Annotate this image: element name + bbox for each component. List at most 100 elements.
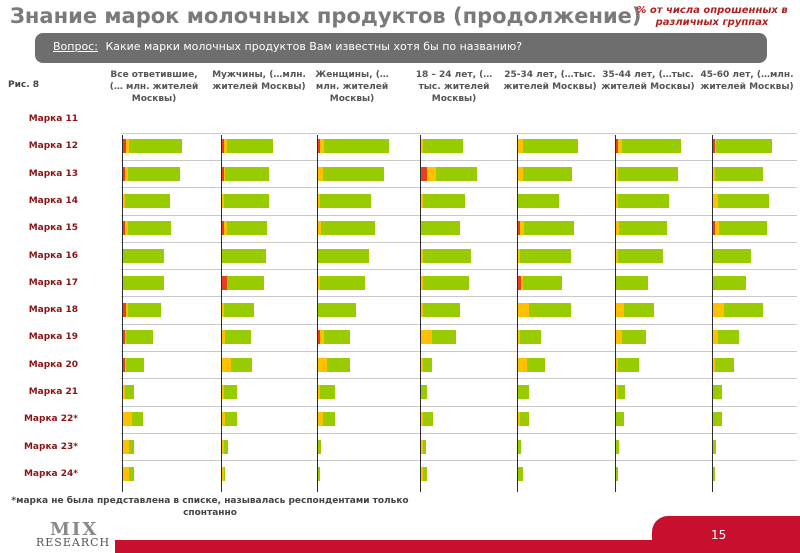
bar-segment-yellow xyxy=(318,221,321,236)
row-label-16: Марка 16 xyxy=(28,250,78,261)
bar-segment-yellow xyxy=(421,303,423,318)
bar-segment-green xyxy=(231,357,252,372)
bar-segment-yellow xyxy=(427,166,436,181)
bar-segment-yellow xyxy=(616,385,618,399)
bar-segment-green xyxy=(318,439,321,454)
gridline xyxy=(121,324,797,325)
row-label-17: Марка 17 xyxy=(28,277,78,288)
bar-segment-green xyxy=(124,385,134,399)
bar-segment-green xyxy=(717,330,739,345)
bar-segment-green xyxy=(223,439,228,454)
bar-segment-green xyxy=(527,357,545,372)
bar-segment-yellow xyxy=(518,357,527,372)
bar-segment-green xyxy=(226,221,267,236)
bar-segment-green xyxy=(226,139,273,154)
gridline xyxy=(121,406,797,407)
bar-segment-green xyxy=(126,330,153,345)
footer-bar xyxy=(115,540,800,553)
bar-segment-yellow xyxy=(521,275,523,290)
bar-segment-green xyxy=(222,248,266,263)
bar-segment-green xyxy=(127,166,180,181)
bar-segment-yellow xyxy=(421,139,423,154)
bar-segment-yellow xyxy=(518,248,520,263)
row-label-14: Марка 14 xyxy=(28,195,78,206)
bar-segment-yellow xyxy=(124,357,126,372)
bar-segment-yellow xyxy=(518,412,520,427)
bar-segment-yellow xyxy=(318,385,320,399)
bar-segment-green xyxy=(713,412,722,427)
page-number: 15 xyxy=(711,528,727,542)
bar-segment-green xyxy=(126,357,144,372)
bar-segment-green xyxy=(129,439,134,454)
bar-segment-yellow xyxy=(319,139,324,154)
bar-segment-green xyxy=(422,412,433,427)
bar-segment-yellow xyxy=(518,166,523,181)
bar-segment-yellow xyxy=(318,357,327,372)
bar-segment-yellow xyxy=(713,166,715,181)
bar-segment-green xyxy=(436,166,477,181)
bar-segment-green xyxy=(617,248,663,263)
bar-segment-green xyxy=(616,412,624,427)
bar-segment-yellow xyxy=(617,139,622,154)
bar-segment-red xyxy=(123,166,125,181)
bar-segment-green xyxy=(422,439,426,454)
page-title: Знание марок молочных продуктов (продолж… xyxy=(10,4,642,28)
bar-segment-green xyxy=(522,166,572,181)
column-header-7: 45-60 лет, (…млн. жителей Москвы) xyxy=(700,70,794,92)
bar-segment-green xyxy=(716,139,772,154)
bar-segment-green xyxy=(422,248,471,263)
gridline xyxy=(121,351,797,352)
column-header-5: 25-34 лет, (…тыс. жителей Москвы) xyxy=(503,70,597,92)
bar-segment-green xyxy=(723,303,763,318)
axis-line-4 xyxy=(420,135,421,492)
bar-segment-red xyxy=(222,221,224,236)
bar-segment-green xyxy=(324,330,350,345)
row-label-22: Марка 22* xyxy=(23,414,78,425)
question-banner: Вопрос: Какие марки молочных продуктов В… xyxy=(35,33,767,63)
bar-segment-green xyxy=(223,193,269,208)
bar-segment-yellow xyxy=(421,193,423,208)
bar-segment-red xyxy=(123,357,125,372)
bar-segment-red xyxy=(318,139,320,154)
bar-segment-green xyxy=(129,139,182,154)
bar-segment-green xyxy=(622,139,681,154)
bar-segment-green xyxy=(321,221,375,236)
bar-segment-yellow xyxy=(421,466,423,481)
bar-segment-yellow xyxy=(519,221,524,236)
bar-segment-green xyxy=(617,193,669,208)
bar-segment-yellow xyxy=(518,303,529,318)
row-label-21: Марка 21 xyxy=(28,387,78,397)
unit-note: % от числа опрошенных в различных группа… xyxy=(636,5,788,28)
bar-segment-green xyxy=(422,275,469,290)
bar-segment-green xyxy=(223,466,225,481)
bar-segment-green xyxy=(617,385,625,399)
bar-segment-yellow xyxy=(126,139,129,154)
bar-segment-yellow xyxy=(421,248,423,263)
bar-segment-green xyxy=(318,248,369,263)
gridline xyxy=(121,187,797,188)
gridline xyxy=(121,433,797,434)
bar-segment-red xyxy=(616,139,618,154)
bar-segment-green xyxy=(519,412,529,427)
bar-segment-yellow xyxy=(421,275,423,290)
axis-line-1 xyxy=(122,135,123,492)
bar-segment-green xyxy=(226,275,264,290)
bar-segment-green xyxy=(717,193,769,208)
row-label-20: Марка 20 xyxy=(28,359,78,370)
row-label-18: Марка 18 xyxy=(28,305,78,316)
axis-line-2 xyxy=(221,135,222,492)
bar-segment-red xyxy=(123,221,125,236)
bar-segment-green xyxy=(518,193,559,208)
bar-segment-red xyxy=(713,221,715,236)
gridline xyxy=(121,378,797,379)
gridline xyxy=(121,133,797,134)
bar-segment-yellow xyxy=(616,221,619,236)
column-header-4: 18 – 24 лет, (…тыс. жителей Москвы) xyxy=(415,70,493,104)
bar-segment-yellow xyxy=(318,193,320,208)
row-label-23: Марка 23* xyxy=(23,441,78,452)
bar-segment-green xyxy=(713,248,751,263)
bar-segment-yellow xyxy=(222,412,225,427)
bar-segment-yellow xyxy=(714,221,719,236)
bar-segment-yellow xyxy=(223,166,225,181)
bar-segment-red xyxy=(518,221,520,236)
